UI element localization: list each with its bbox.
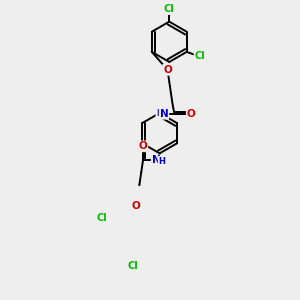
Text: O: O (187, 109, 196, 119)
Text: N: N (152, 155, 161, 165)
Text: Cl: Cl (127, 261, 138, 271)
Text: N: N (160, 109, 168, 119)
Text: O: O (139, 141, 147, 151)
Text: O: O (163, 65, 172, 75)
Text: Cl: Cl (97, 213, 107, 223)
Text: O: O (132, 201, 140, 211)
Text: H: H (158, 157, 165, 166)
Text: Cl: Cl (194, 51, 205, 61)
Text: Cl: Cl (164, 4, 175, 14)
Text: H: H (156, 109, 163, 118)
